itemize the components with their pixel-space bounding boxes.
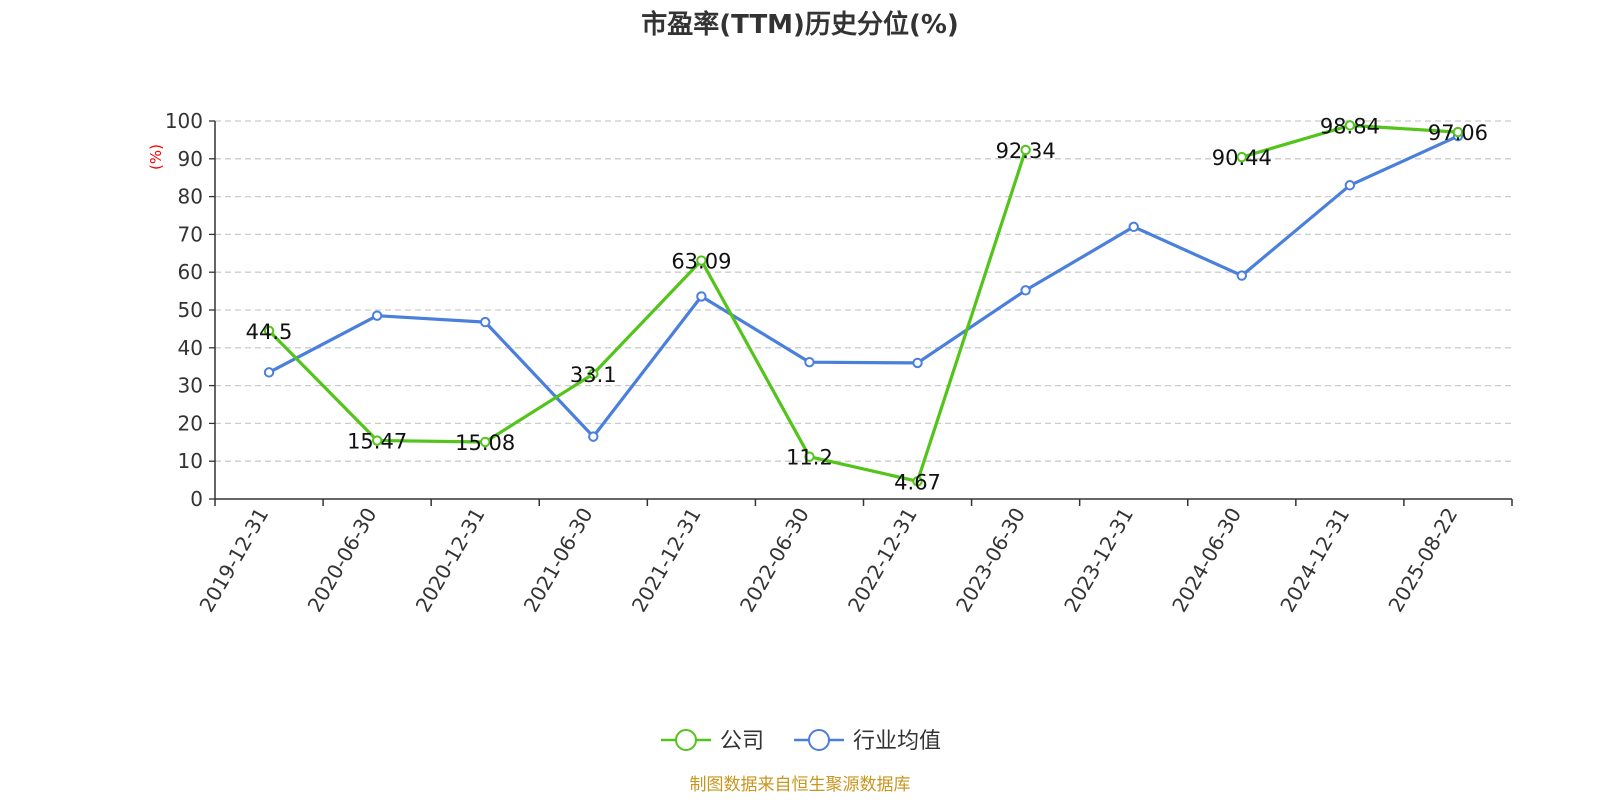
data-label: 33.1 (570, 363, 617, 387)
y-tick-label: 20 (178, 411, 203, 435)
data-point[interactable] (371, 310, 383, 321)
data-point[interactable] (1344, 180, 1356, 191)
data-point[interactable] (1020, 285, 1031, 296)
x-tick-label: 2019-12-31 (194, 504, 273, 617)
x-tick-label: 2020-12-31 (411, 504, 490, 617)
data-labels: 44.5 15.47 15.08 33.1 63.09 11.2 4.67 92.34 90.4… (246, 114, 1488, 494)
y-axis-unit-label: (%) (147, 144, 165, 170)
data-point[interactable] (1452, 126, 1464, 138)
data-label: 63.09 (671, 250, 731, 274)
y-tick-label: 40 (178, 336, 203, 360)
data-point[interactable] (480, 316, 491, 328)
y-tick-label: 90 (178, 147, 203, 171)
series-company (263, 120, 1464, 487)
series-industry-average (263, 130, 1464, 442)
data-label: 98.84 (1320, 114, 1380, 138)
data-label: 97.06 (1428, 121, 1488, 145)
legend-label: 公司 (720, 729, 764, 754)
data-label: 44.5 (246, 320, 293, 344)
legend-item-industry-average[interactable]: 行业均值 (794, 729, 941, 754)
data-point[interactable] (588, 431, 599, 442)
data-point[interactable] (263, 367, 275, 378)
data-label: 11.2 (786, 446, 833, 470)
data-point[interactable] (1020, 144, 1031, 156)
data-point[interactable] (804, 451, 815, 462)
x-tick-label: 2021-12-31 (627, 504, 706, 617)
data-point[interactable] (480, 436, 491, 448)
data-point[interactable] (1236, 270, 1247, 281)
data-point[interactable] (371, 435, 383, 446)
data-point[interactable] (588, 368, 599, 380)
y-tick-label: 0 (190, 487, 203, 511)
data-point[interactable] (696, 255, 707, 266)
data-point[interactable] (263, 325, 275, 336)
y-tick-label: 80 (178, 185, 203, 209)
data-label: 4.67 (894, 470, 941, 494)
y-tick-label: 10 (178, 449, 203, 473)
data-point[interactable] (1128, 221, 1139, 233)
data-point[interactable] (1236, 151, 1247, 163)
source-note: 制图数据来自恒生聚源数据库 (690, 775, 911, 795)
data-label: 90.44 (1212, 146, 1272, 170)
series-line (267, 123, 1459, 483)
x-tick-label: 2023-06-30 (951, 504, 1030, 617)
data-point[interactable] (696, 291, 707, 302)
data-point[interactable] (912, 357, 923, 369)
legend-marker (808, 729, 830, 751)
data-label: 15.47 (347, 430, 407, 454)
data-point[interactable] (1344, 120, 1356, 131)
y-tick-label: 30 (178, 374, 203, 398)
legend[interactable]: 公司 行业均值 (661, 729, 941, 754)
x-tick-label: 2024-12-31 (1275, 504, 1354, 617)
y-tick-label: 100 (165, 109, 203, 133)
x-tick-label: 2025-08-22 (1383, 504, 1462, 617)
y-tick-label: 50 (178, 298, 203, 322)
x-tick-label: 2023-12-31 (1059, 504, 1138, 617)
x-tick-label: 2020-06-30 (303, 504, 382, 617)
y-tick-label: 60 (178, 260, 203, 284)
x-tick-label: 2024-06-30 (1167, 504, 1246, 617)
legend-marker (675, 729, 697, 751)
data-point[interactable] (912, 476, 923, 487)
legend-item-company[interactable]: 公司 (661, 729, 764, 754)
chart-title: 市盈率(TTM)历史分位(%) (641, 9, 959, 40)
series-layer (263, 120, 1464, 487)
grid-lines (215, 120, 1512, 462)
data-label: 15.08 (455, 431, 515, 455)
data-label: 92.34 (996, 139, 1056, 163)
x-tick-label: 2022-06-30 (735, 504, 814, 617)
x-tick-label: 2021-06-30 (519, 504, 598, 617)
y-tick-label: 70 (178, 222, 203, 246)
x-tick-label: 2022-12-31 (843, 504, 922, 617)
data-point[interactable] (804, 356, 815, 368)
legend-label: 行业均值 (853, 729, 941, 754)
series-line (268, 134, 1459, 439)
